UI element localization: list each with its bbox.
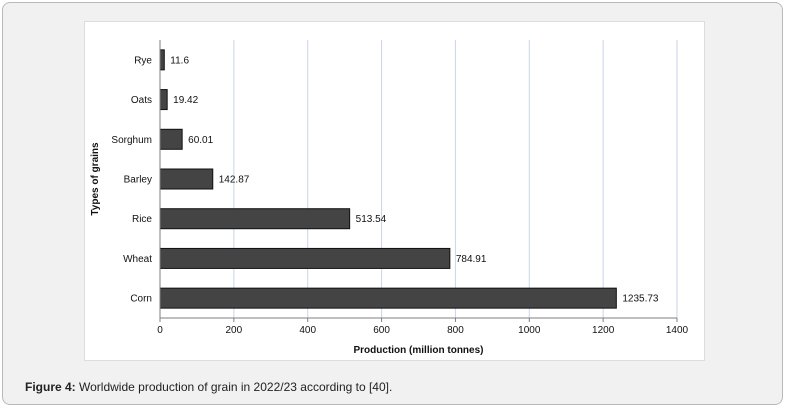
data-label: 784.91 xyxy=(456,254,487,265)
caption-label: Figure 4: xyxy=(25,380,76,394)
data-label: 60.01 xyxy=(188,135,213,146)
category-tick-label: Corn xyxy=(130,294,152,305)
category-tick-label: Wheat xyxy=(123,254,152,265)
x-tick-label: 800 xyxy=(447,325,464,336)
x-tick-label: 1000 xyxy=(518,325,541,336)
data-label: 11.6 xyxy=(170,55,189,66)
category-tick-label: Rye xyxy=(134,55,152,66)
bar-rice xyxy=(159,208,351,230)
data-label: 19.42 xyxy=(173,95,198,106)
bar-barley xyxy=(159,168,214,190)
category-tick-label: Sorghum xyxy=(111,135,152,146)
bar-chart: 11.6 Rye 19.42 Oats 60.01 Sorghum 142.87 Barley… xyxy=(90,40,689,356)
figure-caption: Figure 4: Worldwide production of grain … xyxy=(25,380,392,394)
figure-frame: 11.6 Rye 19.42 Oats 60.01 Sorghum 142.87 Barley… xyxy=(2,2,783,405)
x-tick-label: 400 xyxy=(299,325,316,336)
data-label: 142.87 xyxy=(219,175,250,186)
x-tick-label: 1400 xyxy=(666,325,689,336)
bar-wheat xyxy=(159,247,451,269)
bar-rye xyxy=(159,49,165,71)
x-tick-label: 200 xyxy=(226,325,243,336)
x-tick-label: 600 xyxy=(373,325,390,336)
bar-oats xyxy=(159,89,168,111)
x-tick-label: 0 xyxy=(157,325,163,336)
caption-text: Worldwide production of grain in 2022/23… xyxy=(79,380,393,394)
category-tick-label: Barley xyxy=(124,175,152,186)
x-axis-title: Production (million tonnes) xyxy=(354,345,484,356)
category-tick-label: Rice xyxy=(132,214,152,225)
data-label: 1235.73 xyxy=(622,294,659,305)
x-tick-label: 1200 xyxy=(592,325,615,336)
data-label: 513.54 xyxy=(356,214,387,225)
y-axis-title: Types of grains xyxy=(90,142,101,216)
category-tick-label: Oats xyxy=(131,95,152,106)
bar-sorghum xyxy=(159,128,183,150)
bar-corn xyxy=(159,287,617,309)
chart-area: 11.6 Rye 19.42 Oats 60.01 Sorghum 142.87 Barley… xyxy=(84,21,705,361)
